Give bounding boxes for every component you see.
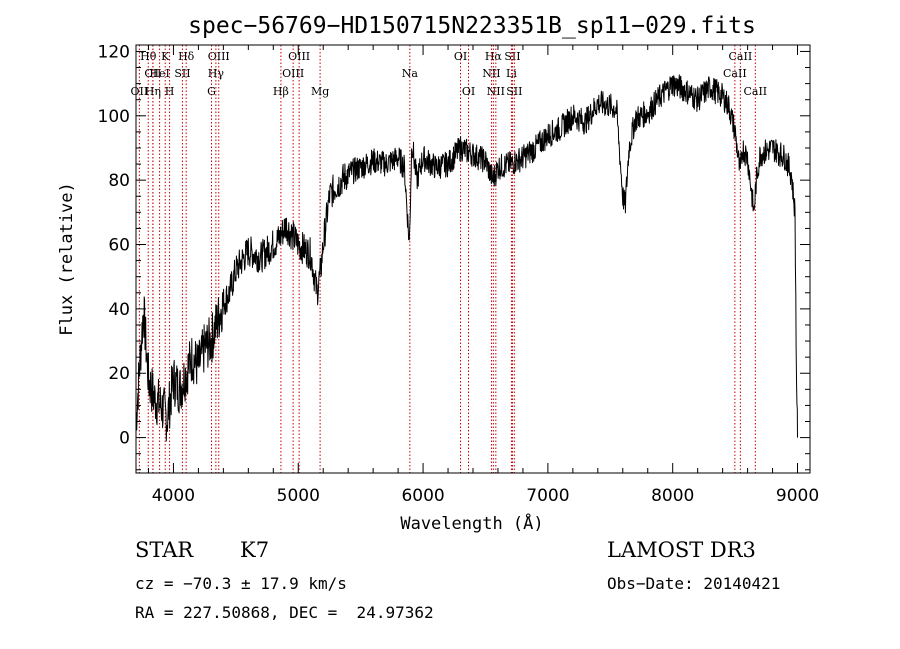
line-label: OII <box>131 85 149 98</box>
y-axis-ticks: 0 20 40 60 80 100 120 <box>98 42 810 471</box>
line-label: Hθ <box>140 50 157 63</box>
line-label: SII <box>174 67 190 80</box>
redshift-cz: cz = −70.3 ± 17.9 km/s <box>135 574 347 593</box>
x-axis-ticks: 4000 5000 6000 7000 8000 9000 <box>147 45 819 506</box>
x-tick-label: 9000 <box>776 486 819 506</box>
line-label: SII <box>506 85 522 98</box>
line-label: Mg <box>311 85 329 98</box>
y-tick-label: 60 <box>108 236 130 256</box>
line-label: Hα <box>485 50 503 63</box>
spectrum-layer <box>135 74 798 442</box>
x-tick-label: 6000 <box>401 486 444 506</box>
line-label: Hβ <box>273 85 289 98</box>
line-label: H <box>165 85 175 98</box>
line-label: NII <box>482 67 500 80</box>
y-tick-label: 120 <box>98 42 130 62</box>
x-tick-label: 8000 <box>651 486 694 506</box>
x-tick-label: 5000 <box>277 486 320 506</box>
y-axis-label: Flux (relative) <box>57 182 77 336</box>
y-tick-label: 100 <box>98 107 130 127</box>
x-tick-label: 7000 <box>526 486 569 506</box>
line-label: OIII <box>282 67 304 80</box>
line-label: K <box>161 50 170 63</box>
line-label: CaII <box>743 85 767 98</box>
line-label: Li <box>506 67 517 80</box>
line-label: OIII <box>208 50 230 63</box>
line-label: CaII <box>729 50 753 63</box>
line-label: G <box>207 85 216 98</box>
line-label: CaII <box>723 67 747 80</box>
line-label: HeI <box>149 67 169 80</box>
coordinates: RA = 227.50868, DEC = 24.97362 <box>135 603 434 622</box>
line-label: Hδ <box>178 50 195 63</box>
y-tick-label: 40 <box>108 300 130 320</box>
object-subclass: K7 <box>240 538 270 562</box>
y-tick-label: 80 <box>108 171 130 191</box>
spectrum-line <box>135 74 798 442</box>
line-label: NII <box>487 85 505 98</box>
line-label: SII <box>504 50 520 63</box>
line-label: OIII <box>288 50 310 63</box>
obs-date: Obs−Date: 20140421 <box>607 574 781 593</box>
survey-name: LAMOST DR3 <box>607 538 756 562</box>
x-tick-label: 4000 <box>152 486 195 506</box>
y-tick-label: 0 <box>119 429 130 449</box>
object-class: STAR <box>135 538 194 562</box>
line-label: Hη <box>145 85 161 98</box>
chart-title: spec−56769−HD150715N223351B_sp11−029.fit… <box>188 13 756 39</box>
x-axis-label: Wavelength (Å) <box>400 512 543 534</box>
line-label: Hγ <box>208 67 225 80</box>
line-label: Na <box>402 67 419 80</box>
line-label: OI <box>454 50 467 63</box>
y-tick-label: 20 <box>108 364 130 384</box>
line-label: OI <box>462 85 475 98</box>
